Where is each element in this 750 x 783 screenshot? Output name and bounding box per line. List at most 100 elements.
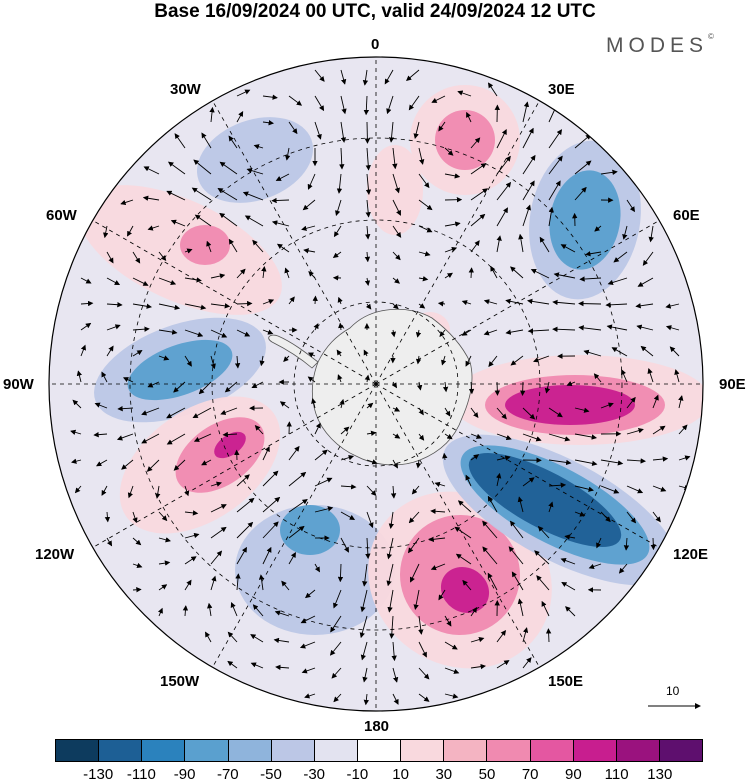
wind-vector xyxy=(132,511,138,524)
lon-label-0: 0 xyxy=(371,36,380,53)
wind-vector xyxy=(262,470,279,487)
wind-vector xyxy=(300,615,316,624)
wind-vector xyxy=(158,329,178,335)
wind-vector xyxy=(184,579,192,591)
wind-vector xyxy=(96,459,108,467)
wind-vector xyxy=(444,272,453,279)
wind-vector xyxy=(626,428,644,435)
wind-vector xyxy=(408,95,420,111)
wind-vector xyxy=(539,236,550,253)
wind-vector xyxy=(314,477,333,487)
wind-vector xyxy=(236,497,255,513)
wind-vector xyxy=(191,187,212,201)
wind-vector xyxy=(339,147,345,170)
wind-vector xyxy=(262,446,270,461)
anomaly-region xyxy=(367,145,423,235)
wind-vector xyxy=(288,552,296,565)
wind-vector xyxy=(174,133,186,149)
wind-vector xyxy=(158,251,167,262)
anomaly-region xyxy=(549,170,621,270)
wind-vector xyxy=(104,511,111,523)
wind-vector xyxy=(505,329,524,335)
wind-vector xyxy=(392,667,399,683)
wind-vector xyxy=(462,579,472,591)
wind-vector xyxy=(366,459,378,465)
wind-vector xyxy=(288,121,298,135)
wind-vector xyxy=(230,601,238,617)
wind-vector xyxy=(340,69,347,85)
wind-vector xyxy=(391,641,397,662)
wind-vector xyxy=(184,303,207,310)
antarctic-peninsula xyxy=(268,334,319,369)
wind-vector xyxy=(337,374,343,383)
wind-vector xyxy=(418,693,430,702)
wind-vector xyxy=(252,604,264,617)
anomaly-region xyxy=(468,453,622,547)
wind-vector xyxy=(222,431,238,438)
wind-vector xyxy=(333,693,342,703)
wind-vector xyxy=(234,355,241,369)
wind-vector xyxy=(418,276,429,282)
wind-vector xyxy=(184,510,199,516)
wind-vector xyxy=(465,355,472,367)
wind-vector xyxy=(166,190,186,201)
wind-vector xyxy=(94,402,108,409)
wind-vector xyxy=(365,225,371,240)
wind-vector xyxy=(158,537,171,543)
wind-vector xyxy=(106,324,121,331)
wind-vector xyxy=(362,69,369,86)
lon-label-150w: 150W xyxy=(160,673,200,690)
meridian-line xyxy=(90,218,377,385)
wind-vector xyxy=(553,272,576,279)
colorbar-swatch xyxy=(487,740,531,761)
wind-vector xyxy=(173,459,186,471)
wind-vector xyxy=(496,128,507,149)
wind-vector xyxy=(157,607,163,617)
colorbar-swatch xyxy=(56,740,100,761)
wind-vector xyxy=(548,482,567,488)
meridian-line xyxy=(90,383,377,550)
wind-vector xyxy=(441,355,447,366)
wind-vector xyxy=(192,407,212,419)
meridian-line xyxy=(375,98,542,385)
wind-vector xyxy=(362,667,368,683)
wind-vector xyxy=(496,455,511,461)
wind-vector xyxy=(340,455,355,461)
wind-vector xyxy=(418,303,426,309)
wind-vector xyxy=(574,459,598,466)
wind-vector xyxy=(228,135,238,149)
wind-vector xyxy=(470,213,486,227)
wind-vector xyxy=(388,511,395,529)
wind-vector xyxy=(365,147,371,171)
wind-vector xyxy=(106,345,114,357)
wind-vector xyxy=(143,166,160,175)
wind-vector xyxy=(337,296,343,305)
wind-vector xyxy=(101,485,108,496)
wind-vector xyxy=(339,398,345,409)
wind-vector xyxy=(271,197,290,204)
wind-vector xyxy=(454,526,472,539)
wind-vector xyxy=(340,95,347,115)
wind-vector xyxy=(444,173,461,179)
wind-vector xyxy=(522,627,529,643)
wind-vector xyxy=(606,324,628,331)
wind-vector xyxy=(600,459,624,466)
wind-vector xyxy=(560,244,576,253)
wind-vector xyxy=(224,381,238,393)
anomaly-region xyxy=(180,225,230,265)
wind-vector xyxy=(470,163,487,175)
wind-vector xyxy=(665,303,680,309)
wind-vector xyxy=(496,660,510,669)
wind-vector xyxy=(120,199,134,206)
wind-vector xyxy=(518,233,524,253)
wind-vector xyxy=(236,546,247,565)
wind-vector xyxy=(482,546,498,565)
wind-vector xyxy=(302,199,316,211)
wind-vector xyxy=(434,481,446,487)
wind-vector xyxy=(336,173,343,194)
wind-vector xyxy=(167,161,186,175)
wind-vector xyxy=(534,550,550,565)
wind-vector xyxy=(418,173,430,189)
wind-vector xyxy=(522,101,530,123)
wind-vector xyxy=(496,407,507,420)
